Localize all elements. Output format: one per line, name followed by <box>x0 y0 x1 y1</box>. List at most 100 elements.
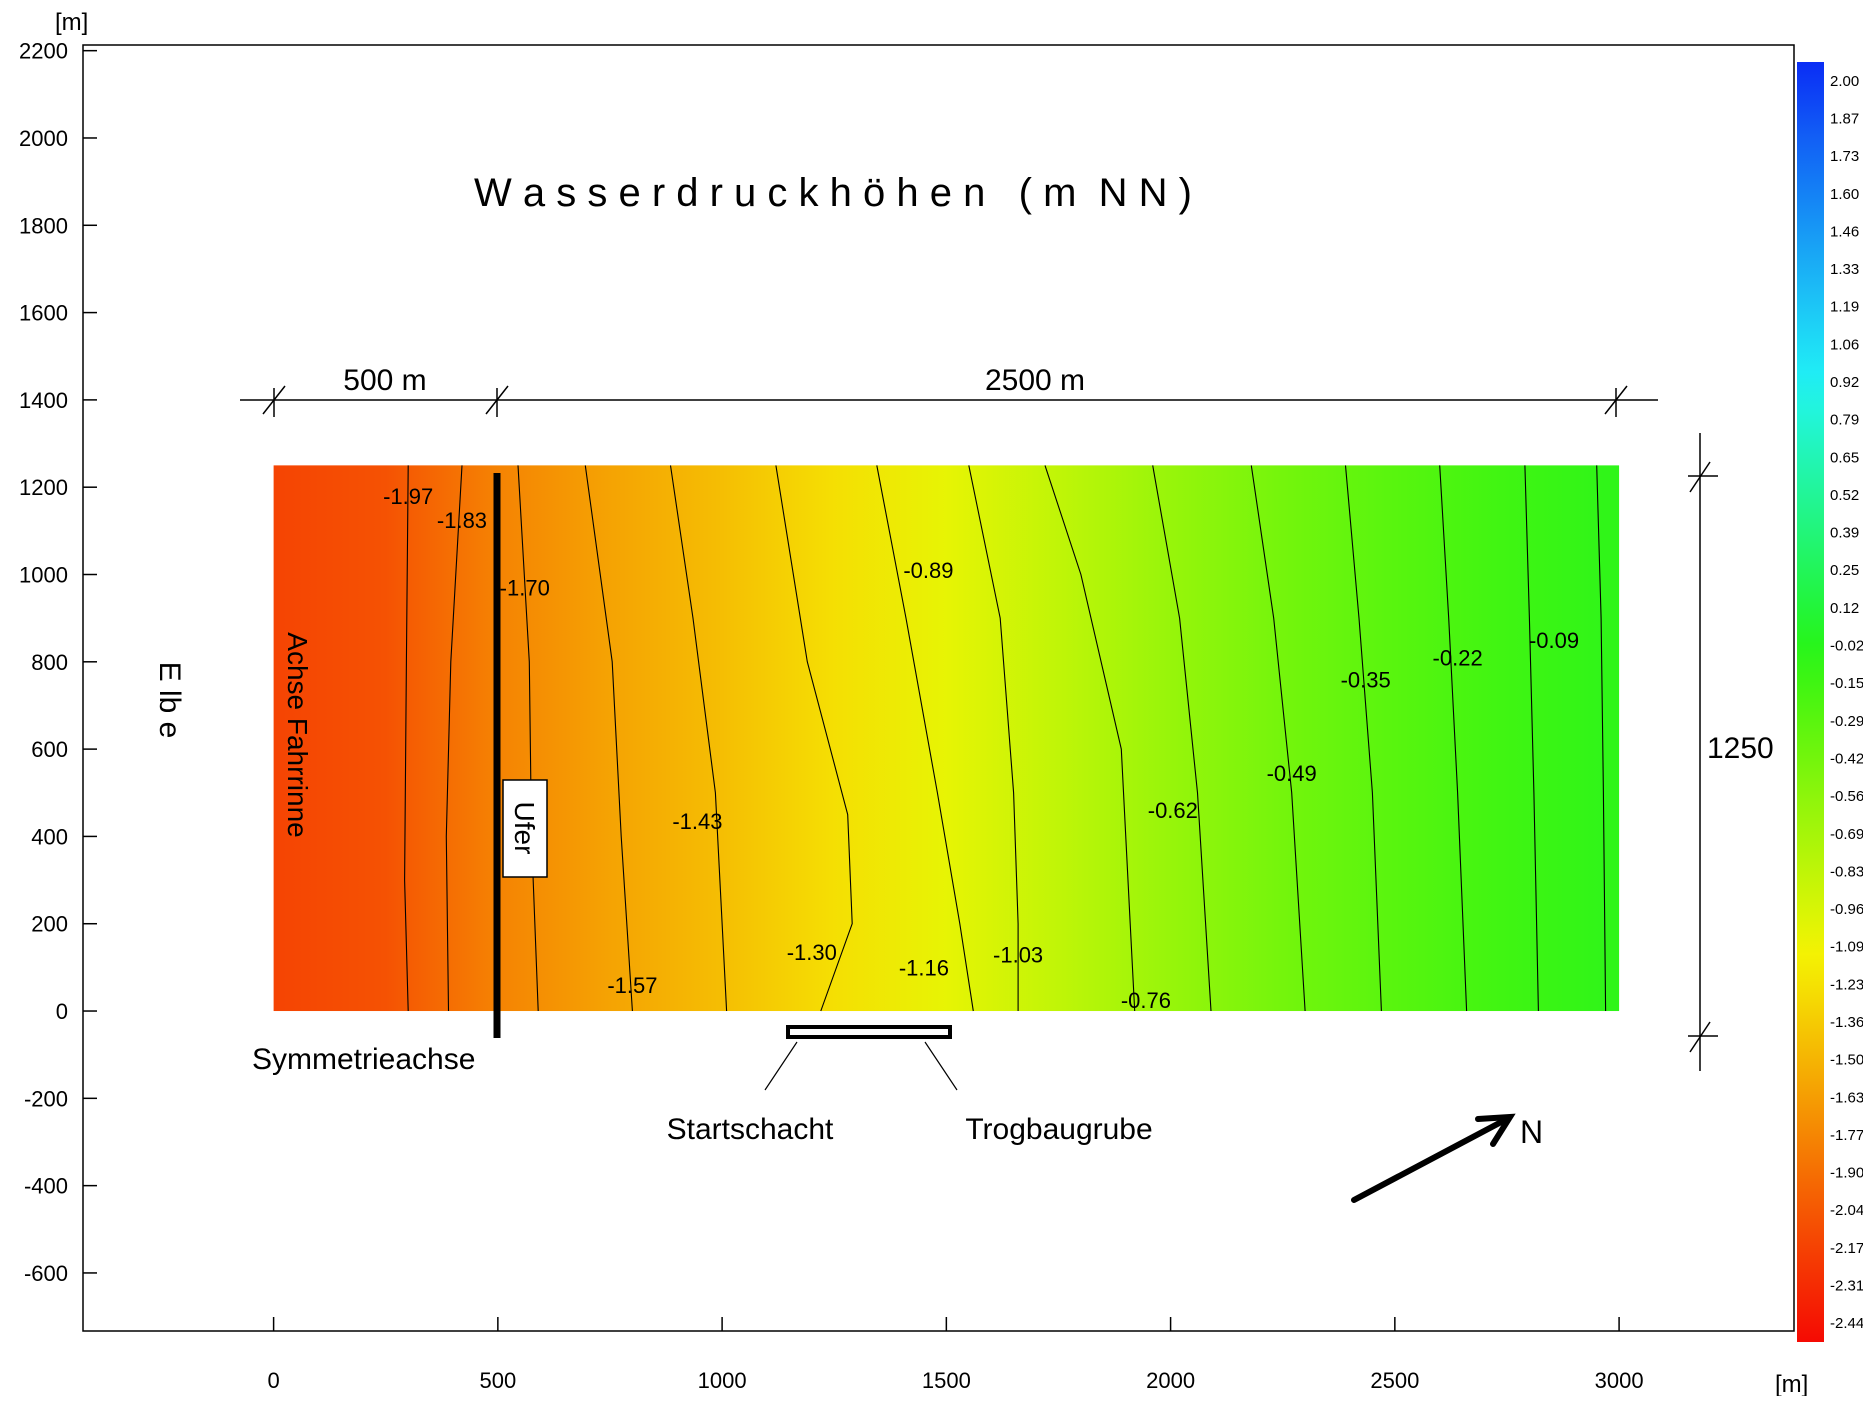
contour-label: -1.57 <box>607 973 657 998</box>
contour-label: -1.43 <box>672 809 722 834</box>
colorbar-label: 1.06 <box>1830 336 1859 353</box>
head-surface <box>273 465 1620 1012</box>
colorbar-label: -2.44 <box>1830 1315 1863 1332</box>
colorbar-label: 0.79 <box>1830 412 1859 429</box>
isoline <box>1439 465 1468 1012</box>
dimension-line-right <box>1688 433 1718 1071</box>
colorbar-labels: 2.00 1.87 1.73 1.60 1.46 1.33 1.19 1.06 0.92 0.79… <box>1830 73 1863 1332</box>
ufer-label-box <box>502 779 548 878</box>
isoline <box>404 465 409 1012</box>
y-unit-label: [m] <box>55 9 88 36</box>
y-tick-label: 1200 <box>19 475 68 500</box>
y-tick-label: 2000 <box>19 126 68 151</box>
isoline <box>1250 465 1306 1012</box>
colorbar-label: 1.46 <box>1830 223 1859 240</box>
isoline <box>1524 465 1539 1012</box>
contour-label: -0.76 <box>1121 988 1171 1013</box>
x-tick-label: 2000 <box>1146 1368 1195 1393</box>
y-tick-label: -400 <box>24 1174 68 1199</box>
y-tick-label: 400 <box>31 824 68 849</box>
x-tick-label: 3000 <box>1595 1368 1644 1393</box>
contour-label: -1.83 <box>437 508 487 533</box>
isoline <box>876 465 974 1012</box>
y-tick-label: 1000 <box>19 563 68 588</box>
isoline <box>968 465 1019 1011</box>
dimension-500m: 500 m <box>343 364 426 397</box>
plot-frame <box>82 44 1795 1332</box>
contour-label: -0.22 <box>1433 645 1483 670</box>
isoline <box>584 465 633 1012</box>
y-tick-label: 1400 <box>19 388 68 413</box>
contour-label: -1.03 <box>993 942 1043 967</box>
colorbar-label: -1.23 <box>1830 976 1863 993</box>
colorbar-label: 0.65 <box>1830 449 1859 466</box>
colorbar-label: 1.60 <box>1830 186 1859 203</box>
colorbar-label: -0.15 <box>1830 675 1863 692</box>
isoline <box>517 465 539 1012</box>
dimension-line-top <box>240 385 1658 417</box>
contour-labels: -1.97-1.83 -1.70 -1.57 -1.43 -1.30 -1.16 -1.03… <box>383 484 1579 1013</box>
startschacht-leader <box>764 1041 798 1091</box>
colorbar-label: 0.39 <box>1830 525 1859 542</box>
ufer-label: Ufer <box>509 802 540 855</box>
y-tick-label: 1600 <box>19 301 68 326</box>
chart-title: W a s s e r d r u c k h ö h e n ( m N N … <box>474 171 1192 215</box>
y-tick-label: -600 <box>24 1261 68 1286</box>
contour-label: -0.49 <box>1267 761 1317 786</box>
isoline <box>1596 465 1607 1012</box>
contour-label: -0.89 <box>903 558 953 583</box>
colorbar <box>1797 62 1824 1342</box>
contour-label: -0.62 <box>1148 798 1198 823</box>
y-axis-ticks: 2200200018001600140012001000800600400200… <box>19 39 97 1286</box>
isoline <box>1152 465 1212 1012</box>
colorbar-label: -0.69 <box>1830 826 1863 843</box>
contour-label: -0.35 <box>1341 667 1391 692</box>
isoline <box>775 465 853 1012</box>
symmetrieachse-label: Symmetrieachse <box>252 1043 475 1076</box>
isoline <box>1044 465 1136 1012</box>
y-tick-label: 200 <box>31 912 68 937</box>
colorbar-label: -0.83 <box>1830 863 1863 880</box>
colorbar-label: -1.09 <box>1830 939 1863 956</box>
colorbar-label: 0.52 <box>1830 487 1859 504</box>
colorbar-label: 1.19 <box>1830 299 1859 316</box>
colorbar-label: -0.56 <box>1830 788 1863 805</box>
colorbar-label: -1.63 <box>1830 1089 1863 1106</box>
colorbar-label: -0.29 <box>1830 713 1863 730</box>
colorbar-label: 1.73 <box>1830 148 1859 165</box>
contour-label: -1.97 <box>383 484 433 509</box>
colorbar-label: 0.12 <box>1830 600 1859 617</box>
isoline <box>669 465 728 1012</box>
y-tick-label: 0 <box>56 999 68 1024</box>
trogbaugrube-label: Trogbaugrube <box>965 1113 1152 1146</box>
isolines <box>404 465 1607 1012</box>
contour-label: -1.70 <box>500 576 550 601</box>
colorbar-label: 2.00 <box>1830 73 1859 90</box>
contour-label: -1.30 <box>787 940 837 965</box>
colorbar-label: -2.31 <box>1830 1278 1863 1295</box>
elbe-label: E lb e <box>153 662 186 739</box>
colorbar-label: -1.77 <box>1830 1127 1863 1144</box>
colorbar-label: -0.02 <box>1830 638 1863 655</box>
contour-label: -1.16 <box>899 955 949 980</box>
north-arrow-icon <box>1351 1113 1516 1203</box>
y-tick-label: 2200 <box>19 39 68 64</box>
achse-fahrrinne-label: Achse Fahrrinne <box>282 632 313 837</box>
dimension-2500m: 2500 m <box>985 364 1085 397</box>
colorbar-label: 0.25 <box>1830 562 1859 579</box>
x-tick-label: 1000 <box>698 1368 747 1393</box>
x-axis-ticks: 0 500 1000 1500 2000 2500 3000 <box>267 1317 1644 1393</box>
y-tick-label: 1800 <box>19 213 68 238</box>
isoline <box>1344 465 1382 1012</box>
startschacht-label: Startschacht <box>667 1113 834 1146</box>
x-unit-label: [m] <box>1775 1371 1808 1396</box>
dimension-1250: 1250 <box>1707 732 1774 765</box>
colorbar-label: -2.17 <box>1830 1240 1863 1257</box>
trogbaugrube-leader <box>924 1041 958 1091</box>
colorbar-label: -2.04 <box>1830 1202 1863 1219</box>
colorbar-label: 1.33 <box>1830 261 1859 278</box>
x-tick-label: 2500 <box>1370 1368 1419 1393</box>
y-tick-label: 800 <box>31 650 68 675</box>
colorbar-label: -0.96 <box>1830 901 1863 918</box>
